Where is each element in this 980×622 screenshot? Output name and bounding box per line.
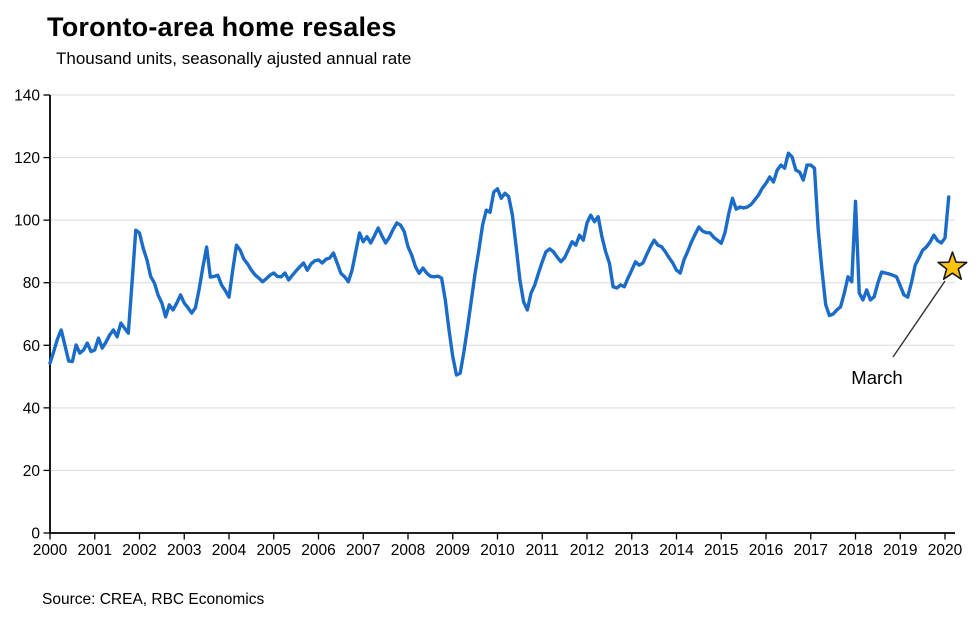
x-tick-label: 2016: [749, 542, 783, 559]
y-tick-label: 20: [23, 463, 41, 480]
annotation-leader-line: [892, 280, 946, 358]
chart-title: Toronto-area home resales: [47, 12, 397, 42]
x-tick-label: 2003: [167, 542, 201, 559]
chart-subtitle: Thousand units, seasonally ajusted annua…: [56, 49, 412, 68]
x-tick-label: 2004: [212, 542, 247, 559]
y-tick-label: 60: [23, 338, 41, 355]
y-tick-label: 0: [31, 526, 40, 543]
y-axis: 0 20 40 60 80 100 120 140: [14, 88, 50, 543]
x-tick-label: 2017: [794, 542, 828, 559]
x-tick-label: 2009: [436, 542, 470, 559]
y-tick-label: 80: [23, 275, 41, 292]
x-tick-label: 2008: [391, 542, 425, 559]
gridlines: [50, 94, 955, 471]
axes: [49, 95, 955, 534]
march-star-icon: [937, 251, 968, 281]
x-tick-label: 2000: [33, 542, 68, 559]
x-tick-label: 2015: [704, 542, 738, 559]
y-tick-label: 140: [14, 88, 40, 105]
x-tick-label: 2010: [480, 542, 515, 559]
march-annotation-label: March: [851, 367, 902, 388]
x-tick-label: 2013: [615, 542, 649, 559]
x-tick-label: 2019: [883, 542, 917, 559]
y-tick-label: 120: [14, 150, 40, 167]
x-axis: 2000 2001 2002 2003 2004 2005 2006 2007 2008 2009…: [33, 533, 963, 559]
x-tick-label: 2007: [346, 542, 380, 559]
x-tick-label: 2014: [659, 542, 694, 559]
y-tick-label: 100: [14, 213, 40, 230]
x-tick-label: 2001: [78, 542, 112, 559]
y-tick-label: 40: [23, 400, 41, 417]
x-tick-label: 2018: [838, 542, 872, 559]
march-annotation: March: [851, 251, 968, 388]
x-tick-label: 2006: [301, 542, 335, 559]
source-note: Source: CREA, RBC Economics: [42, 591, 265, 608]
resales-line: [48, 151, 951, 377]
x-tick-label: 2012: [570, 542, 604, 559]
x-tick-label: 2002: [122, 542, 156, 559]
x-tick-label: 2005: [257, 542, 291, 559]
x-tick-label: 2020: [928, 542, 963, 559]
axis-lines: [49, 95, 955, 534]
x-tick-label: 2011: [526, 542, 559, 559]
